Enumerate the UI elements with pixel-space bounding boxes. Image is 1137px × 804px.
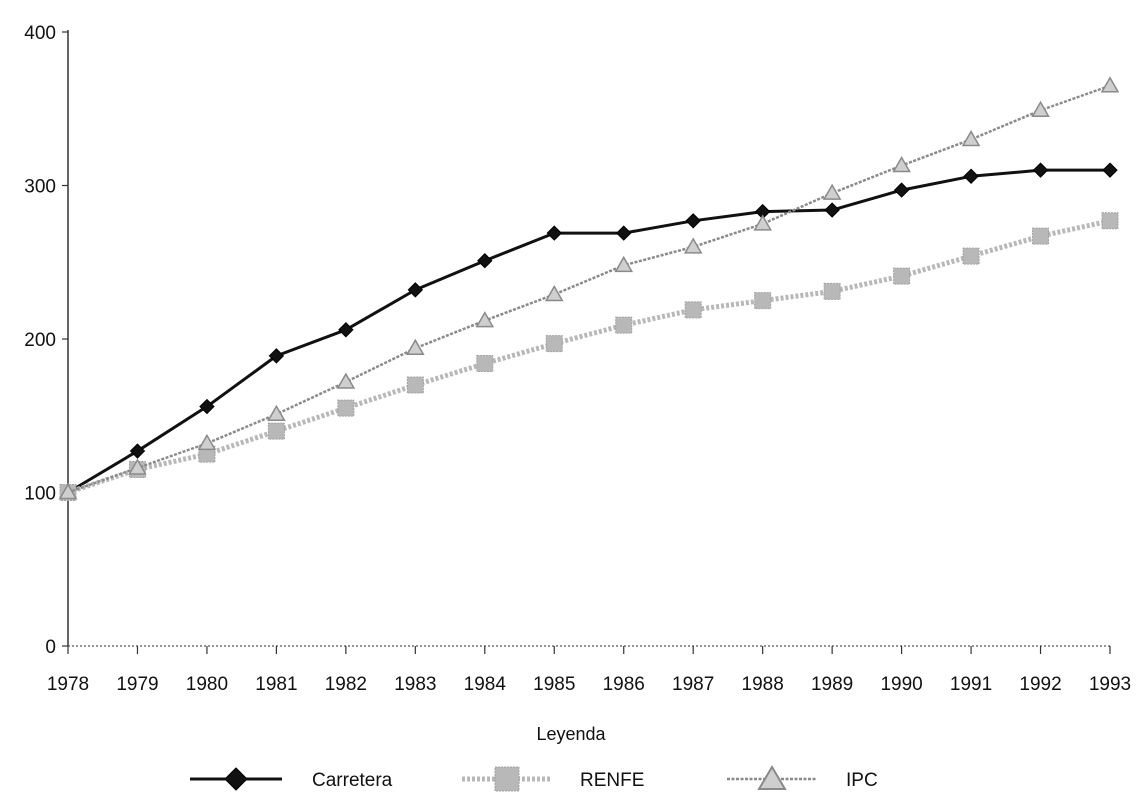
data-point bbox=[128, 458, 147, 475]
data-point bbox=[616, 225, 632, 241]
x-tick-label: 1986 bbox=[603, 674, 645, 695]
series-line bbox=[67, 218, 1111, 495]
data-point bbox=[684, 301, 702, 319]
data-point bbox=[1101, 212, 1119, 230]
data-point bbox=[685, 213, 701, 229]
data-point bbox=[545, 335, 563, 353]
data-point bbox=[822, 183, 842, 200]
data-point bbox=[615, 316, 633, 334]
data-point bbox=[336, 372, 356, 389]
data-point bbox=[338, 322, 354, 338]
x-tick-label: 1990 bbox=[880, 674, 922, 695]
data-point bbox=[199, 398, 215, 415]
data-point bbox=[546, 225, 562, 241]
data-point bbox=[1102, 162, 1118, 178]
data-point bbox=[823, 282, 841, 300]
series-line bbox=[67, 168, 1110, 494]
x-tick-label: 1993 bbox=[1089, 674, 1131, 695]
data-point bbox=[963, 168, 979, 184]
x-tick-label: 1989 bbox=[811, 674, 853, 695]
chart-axes bbox=[67, 30, 1110, 647]
legend-entry-carretera: Carretera bbox=[190, 767, 393, 791]
x-tick-label: 1979 bbox=[116, 674, 158, 695]
series-line bbox=[67, 84, 1111, 494]
data-point bbox=[754, 292, 772, 310]
x-tick-label: 1982 bbox=[325, 674, 367, 695]
data-point bbox=[1031, 100, 1050, 118]
data-point bbox=[337, 399, 355, 417]
data-point bbox=[406, 338, 425, 355]
data-point bbox=[58, 482, 78, 500]
x-tick-label: 1980 bbox=[186, 674, 228, 695]
series-renfe bbox=[59, 212, 1119, 501]
y-tick-label: 200 bbox=[24, 330, 56, 351]
data-point bbox=[683, 237, 703, 254]
x-tick-label: 1992 bbox=[1019, 674, 1061, 695]
x-tick-label: 1981 bbox=[255, 674, 297, 695]
y-tick-label: 0 bbox=[45, 637, 56, 658]
data-point bbox=[268, 348, 285, 364]
legend: Leyenda Carretera RENFE IPC bbox=[190, 724, 878, 792]
data-point bbox=[961, 129, 981, 147]
data-point bbox=[1032, 227, 1050, 245]
series-ipc bbox=[58, 76, 1120, 500]
x-tick-label: 1987 bbox=[672, 674, 714, 695]
data-point bbox=[1032, 162, 1049, 178]
data-point bbox=[475, 311, 495, 328]
legend-entry-renfe: RENFE bbox=[462, 766, 644, 792]
y-tick-label: 400 bbox=[24, 23, 56, 44]
data-point bbox=[893, 182, 910, 198]
x-axis-ticks: 1978 1979 1980 1981 1982 1983 1984 1985 1986 1987… bbox=[47, 646, 1131, 695]
legend-swatch-marker bbox=[757, 765, 787, 790]
data-point bbox=[892, 156, 911, 173]
data-point bbox=[614, 255, 634, 273]
data-point bbox=[197, 433, 217, 451]
data-point bbox=[824, 202, 840, 218]
data-point bbox=[753, 214, 772, 231]
data-point bbox=[129, 443, 146, 459]
x-tick-label: 1983 bbox=[394, 674, 436, 695]
data-point bbox=[476, 355, 494, 373]
data-point bbox=[962, 247, 980, 265]
legend-swatch-marker bbox=[494, 766, 520, 792]
y-axis-ticks: 0 100 200 300 400 bbox=[24, 23, 68, 658]
x-tick-label: 1984 bbox=[464, 674, 507, 695]
legend-swatch-marker bbox=[224, 767, 248, 791]
legend-label: Carretera bbox=[312, 770, 393, 791]
data-point bbox=[1100, 76, 1120, 93]
data-point bbox=[407, 282, 424, 298]
y-tick-label: 100 bbox=[24, 484, 56, 505]
legend-entry-ipc: IPC bbox=[727, 765, 878, 791]
data-point bbox=[267, 422, 285, 440]
data-point bbox=[544, 284, 564, 302]
legend-label: RENFE bbox=[580, 770, 644, 791]
data-point bbox=[893, 267, 911, 285]
series-layer bbox=[58, 76, 1120, 501]
legend-label: IPC bbox=[846, 770, 878, 791]
x-tick-label: 1988 bbox=[742, 674, 784, 695]
legend-title: Leyenda bbox=[536, 724, 606, 744]
data-point bbox=[477, 253, 493, 269]
data-point bbox=[267, 404, 286, 421]
y-tick-label: 300 bbox=[24, 177, 56, 198]
x-tick-label: 1991 bbox=[950, 674, 992, 695]
data-point bbox=[406, 376, 424, 394]
x-tick-label: 1978 bbox=[47, 674, 89, 695]
x-tick-label: 1985 bbox=[533, 674, 575, 695]
